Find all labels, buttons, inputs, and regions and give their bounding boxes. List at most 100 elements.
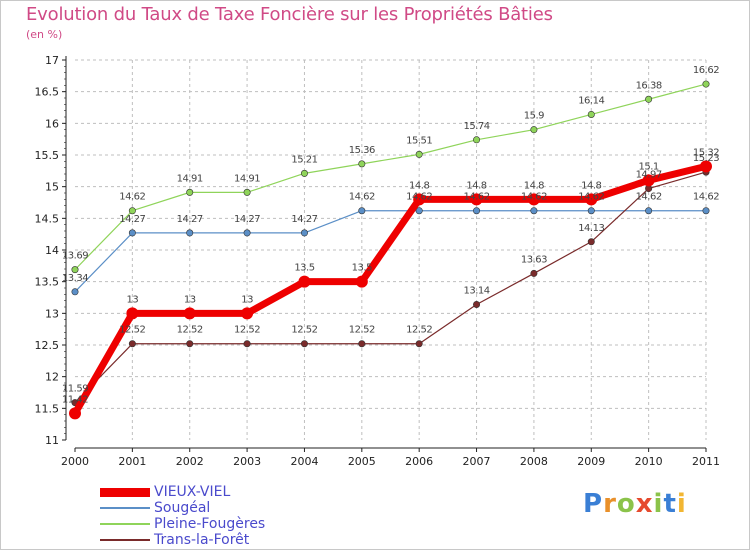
logo-letter: P [583, 489, 604, 519]
data-point [473, 300, 481, 308]
series-line-1 [74, 210, 706, 293]
data-label: 11.59 [62, 384, 88, 395]
data-label: 16.62 [693, 65, 719, 76]
logo-letter: i [676, 489, 687, 519]
data-label: 14.8 [466, 180, 486, 191]
data-label: 14.62 [521, 192, 547, 203]
data-label: 16.14 [578, 95, 604, 106]
y-tick-label: 15.5 [35, 149, 60, 162]
logo-letter: x [635, 489, 654, 519]
data-point [69, 407, 81, 420]
data-point [186, 229, 194, 237]
data-point [702, 80, 710, 88]
data-label: 15.51 [406, 135, 432, 146]
x-tick-label: 2003 [233, 455, 261, 468]
x-tick-label: 2002 [176, 455, 204, 468]
data-point [358, 207, 366, 215]
legend-swatch [100, 507, 150, 509]
data-point [585, 193, 598, 206]
data-label: 13.14 [463, 285, 489, 296]
proxiti-logo: Proxiti [583, 489, 687, 519]
data-label: 14.62 [578, 192, 604, 203]
data-point [415, 150, 423, 158]
data-label: 15.1 [639, 161, 659, 172]
series-line-3 [74, 171, 707, 404]
y-tick-label: 12 [45, 371, 59, 384]
y-tick-label: 11.5 [35, 402, 60, 415]
data-point [128, 340, 136, 348]
data-point [71, 288, 79, 296]
data-label: 13.69 [62, 251, 88, 262]
y-tick-label: 11 [45, 434, 59, 447]
data-point [243, 188, 251, 196]
data-point [642, 174, 655, 187]
data-point [186, 340, 194, 348]
data-label: 14.13 [578, 223, 604, 234]
data-point [413, 193, 426, 206]
data-label: 14.62 [349, 192, 375, 203]
data-point [128, 207, 136, 215]
data-label: 14.8 [524, 180, 544, 191]
data-point [415, 340, 423, 348]
data-label: 13.5 [352, 263, 372, 274]
data-label: 14.91 [234, 173, 260, 184]
chart-title: Evolution du Taux de Taxe Foncière sur l… [26, 4, 553, 25]
data-label: 12.52 [234, 325, 260, 336]
data-label: 14.27 [177, 214, 203, 225]
series-line-2 [74, 83, 707, 271]
data-label: 15.9 [524, 111, 544, 122]
grid-lines [75, 59, 707, 440]
logo-letter: o [616, 489, 636, 519]
data-label: 14.62 [463, 192, 489, 203]
data-point [243, 340, 251, 348]
data-point [126, 307, 139, 320]
data-point [645, 95, 653, 103]
y-tick-label: 16 [45, 117, 59, 130]
series-line-0 [71, 162, 707, 416]
data-point [530, 269, 538, 277]
data-label: 13.63 [521, 254, 547, 265]
data-label: 14.62 [406, 192, 432, 203]
axes: 11 11.5 12 12.5 13 13.5 14 14.5 15 15.5 16 16.5 17 20… [35, 54, 721, 468]
x-tick-label: 2006 [405, 455, 433, 468]
data-point [128, 229, 136, 237]
data-point [587, 110, 595, 118]
data-label: 12.52 [349, 325, 375, 336]
data-point [358, 340, 366, 348]
data-label: 12.52 [119, 325, 145, 336]
x-tick-label: 2000 [61, 455, 89, 468]
data-point [183, 307, 196, 320]
data-point [530, 126, 538, 134]
legend-label: Pleine-Fougères [154, 516, 266, 532]
data-label: 12.52 [177, 325, 203, 336]
x-tick-label: 2001 [118, 455, 146, 468]
data-point [527, 193, 540, 206]
data-label: 13.34 [62, 273, 88, 284]
logo-letter: r [603, 489, 617, 519]
x-tick-label: 2004 [290, 455, 318, 468]
data-label: 12.52 [291, 325, 317, 336]
x-tick-label: 2011 [692, 455, 720, 468]
y-tick-label: 14 [45, 244, 59, 257]
data-label: 14.27 [291, 214, 317, 225]
chart-unit-label: (en %) [26, 28, 63, 41]
data-label: 15.23 [693, 153, 719, 164]
x-tick-label: 2005 [348, 455, 376, 468]
data-label: 15.36 [349, 145, 375, 156]
data-label: 14.62 [636, 192, 662, 203]
data-point [415, 207, 423, 215]
legend-label: Trans-la-Forêt [154, 532, 250, 548]
data-point [300, 229, 308, 237]
data-point [587, 207, 595, 215]
data-label: 15.32 [693, 147, 719, 158]
data-label: 15.74 [463, 121, 489, 132]
data-label: 14.62 [693, 192, 719, 203]
y-tick-label: 17 [45, 54, 59, 67]
data-point [700, 160, 712, 173]
data-label: 14.8 [581, 180, 601, 191]
data-point [358, 160, 366, 168]
legend-swatch [100, 523, 150, 525]
series-lines [69, 80, 712, 420]
y-tick-label: 12.5 [35, 339, 60, 352]
